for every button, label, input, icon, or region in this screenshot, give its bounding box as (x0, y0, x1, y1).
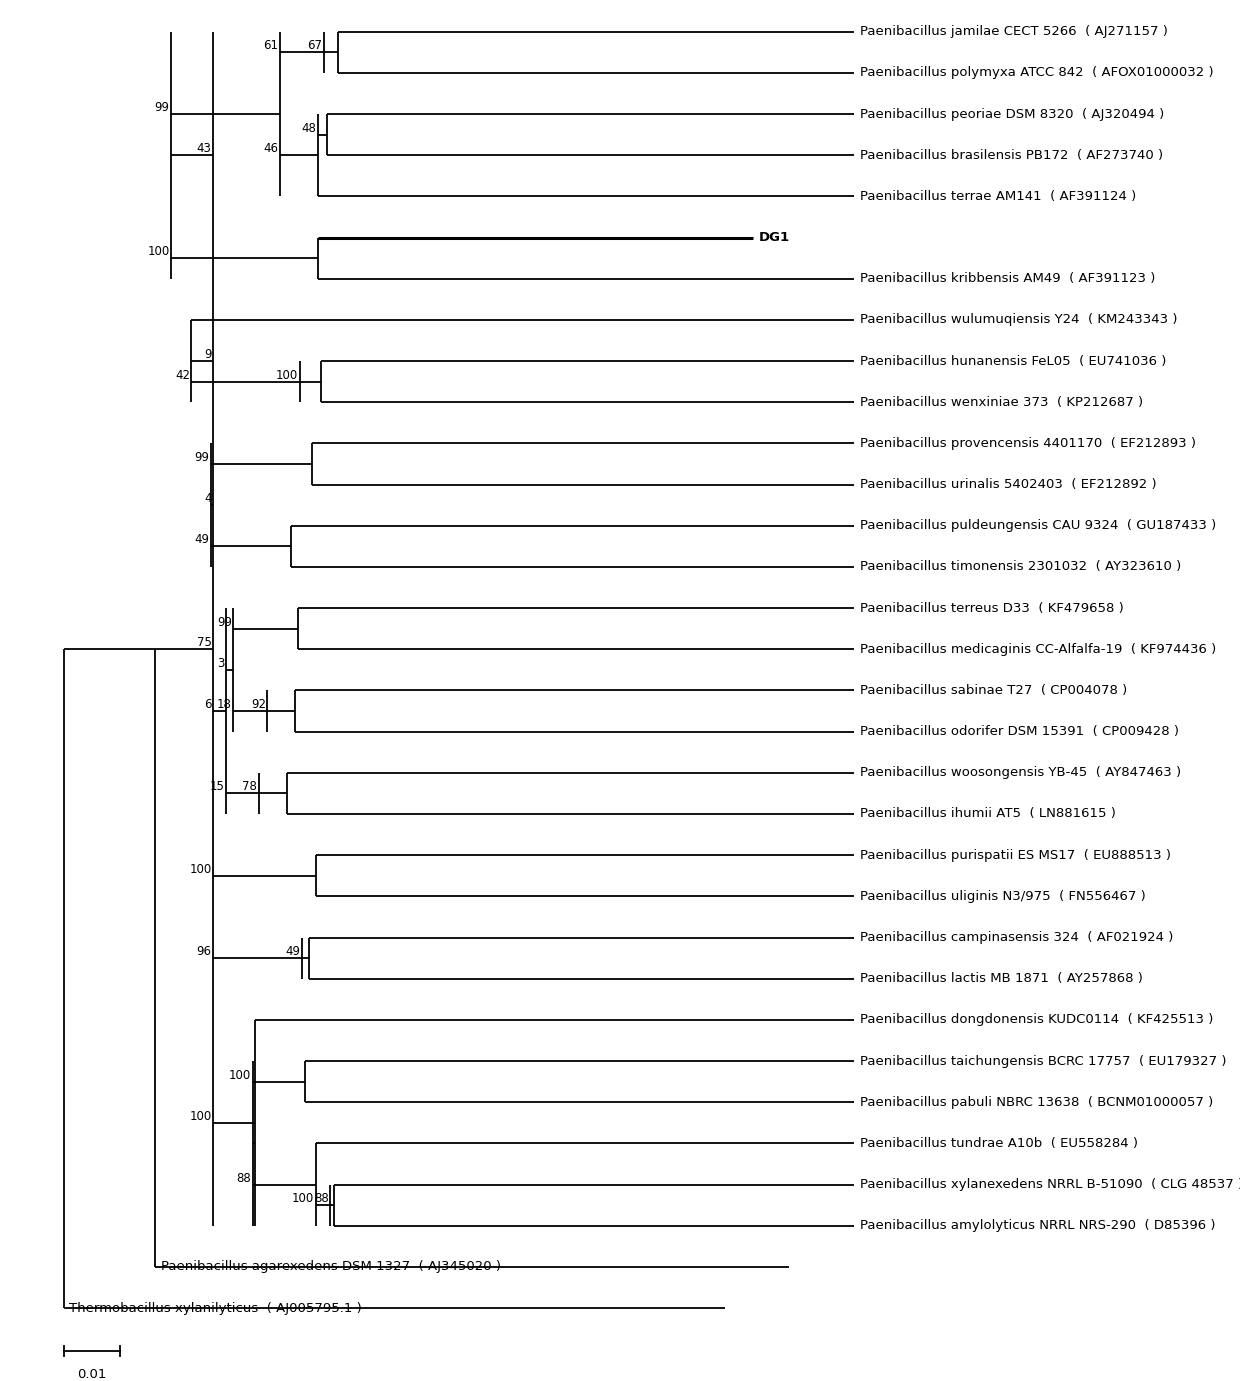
Text: 100: 100 (277, 369, 299, 381)
Text: Thermobacillus xylanilyticus  ( AJ005795.1 ): Thermobacillus xylanilyticus ( AJ005795.… (69, 1301, 362, 1315)
Text: Paenibacillus polymyxa ATCC 842  ( AFOX01000032 ): Paenibacillus polymyxa ATCC 842 ( AFOX01… (859, 66, 1213, 79)
Text: 9: 9 (205, 348, 212, 360)
Text: 99: 99 (195, 452, 210, 464)
Text: 99: 99 (217, 616, 232, 628)
Text: Paenibacillus ihumii AT5  ( LN881615 ): Paenibacillus ihumii AT5 ( LN881615 ) (859, 808, 1116, 820)
Text: Paenibacillus sabinae T27  ( CP004078 ): Paenibacillus sabinae T27 ( CP004078 ) (859, 684, 1127, 697)
Text: Paenibacillus wenxiniae 373  ( KP212687 ): Paenibacillus wenxiniae 373 ( KP212687 ) (859, 396, 1142, 409)
Text: Paenibacillus woosongensis YB-45  ( AY847463 ): Paenibacillus woosongensis YB-45 ( AY847… (859, 766, 1180, 779)
Text: 78: 78 (242, 780, 257, 794)
Text: Paenibacillus lactis MB 1871  ( AY257868 ): Paenibacillus lactis MB 1871 ( AY257868 … (859, 972, 1142, 985)
Text: 92: 92 (250, 697, 265, 711)
Text: 67: 67 (308, 39, 322, 52)
Text: 100: 100 (148, 244, 170, 258)
Text: 0.01: 0.01 (77, 1369, 107, 1381)
Text: 88: 88 (314, 1192, 329, 1206)
Text: 4: 4 (205, 492, 212, 505)
Text: 18: 18 (217, 697, 232, 711)
Text: Paenibacillus urinalis 5402403  ( EF212892 ): Paenibacillus urinalis 5402403 ( EF21289… (859, 478, 1156, 492)
Text: Paenibacillus odorifer DSM 15391  ( CP009428 ): Paenibacillus odorifer DSM 15391 ( CP009… (859, 725, 1178, 737)
Text: 49: 49 (195, 533, 210, 547)
Text: Paenibacillus uliginis N3/975  ( FN556467 ): Paenibacillus uliginis N3/975 ( FN556467… (859, 889, 1146, 903)
Text: 100: 100 (190, 1110, 212, 1123)
Text: 6: 6 (205, 697, 212, 711)
Text: 75: 75 (197, 637, 212, 649)
Text: Paenibacillus purispatii ES MS17  ( EU888513 ): Paenibacillus purispatii ES MS17 ( EU888… (859, 849, 1171, 862)
Text: 100: 100 (190, 863, 212, 876)
Text: Paenibacillus kribbensis AM49  ( AF391123 ): Paenibacillus kribbensis AM49 ( AF391123… (859, 272, 1154, 286)
Text: Paenibacillus pabuli NBRC 13638  ( BCNM01000057 ): Paenibacillus pabuli NBRC 13638 ( BCNM01… (859, 1095, 1213, 1109)
Text: Paenibacillus terrae AM141  ( AF391124 ): Paenibacillus terrae AM141 ( AF391124 ) (859, 189, 1136, 203)
Text: 99: 99 (155, 101, 170, 115)
Text: 100: 100 (291, 1192, 314, 1206)
Text: DG1: DG1 (759, 231, 790, 244)
Text: Paenibacillus medicaginis CC-Alfalfa-19  ( KF974436 ): Paenibacillus medicaginis CC-Alfalfa-19 … (859, 642, 1215, 656)
Text: 15: 15 (210, 780, 224, 794)
Text: Paenibacillus xylanexedens NRRL B-51090  ( CLG 48537 ): Paenibacillus xylanexedens NRRL B-51090 … (859, 1178, 1240, 1190)
Text: Paenibacillus jamilae CECT 5266  ( AJ271157 ): Paenibacillus jamilae CECT 5266 ( AJ2711… (859, 25, 1167, 39)
Text: Paenibacillus hunanensis FeL05  ( EU741036 ): Paenibacillus hunanensis FeL05 ( EU74103… (859, 355, 1166, 367)
Text: Paenibacillus terreus D33  ( KF479658 ): Paenibacillus terreus D33 ( KF479658 ) (859, 602, 1123, 615)
Text: 88: 88 (237, 1171, 252, 1185)
Text: 42: 42 (175, 369, 190, 381)
Text: 96: 96 (197, 945, 212, 958)
Text: 49: 49 (285, 945, 300, 958)
Text: 61: 61 (263, 39, 278, 52)
Text: 43: 43 (197, 142, 212, 155)
Text: Paenibacillus puldeungensis CAU 9324  ( GU187433 ): Paenibacillus puldeungensis CAU 9324 ( G… (859, 519, 1215, 532)
Text: Paenibacillus dongdonensis KUDC0114  ( KF425513 ): Paenibacillus dongdonensis KUDC0114 ( KF… (859, 1014, 1213, 1026)
Text: Paenibacillus taichungensis BCRC 17757  ( EU179327 ): Paenibacillus taichungensis BCRC 17757 (… (859, 1055, 1226, 1068)
Text: 46: 46 (263, 142, 278, 155)
Text: 3: 3 (217, 657, 224, 670)
Text: Paenibacillus agarexedens DSM 1327  ( AJ345020 ): Paenibacillus agarexedens DSM 1327 ( AJ3… (161, 1261, 501, 1273)
Text: 48: 48 (301, 122, 316, 134)
Text: Paenibacillus peoriae DSM 8320  ( AJ320494 ): Paenibacillus peoriae DSM 8320 ( AJ32049… (859, 108, 1164, 120)
Text: Paenibacillus campinasensis 324  ( AF021924 ): Paenibacillus campinasensis 324 ( AF0219… (859, 931, 1173, 945)
Text: Paenibacillus brasilensis PB172  ( AF273740 ): Paenibacillus brasilensis PB172 ( AF2737… (859, 149, 1163, 162)
Text: Paenibacillus provencensis 4401170  ( EF212893 ): Paenibacillus provencensis 4401170 ( EF2… (859, 436, 1195, 450)
Text: Paenibacillus timonensis 2301032  ( AY323610 ): Paenibacillus timonensis 2301032 ( AY323… (859, 561, 1180, 573)
Text: Paenibacillus wulumuqiensis Y24  ( KM243343 ): Paenibacillus wulumuqiensis Y24 ( KM2433… (859, 313, 1177, 326)
Text: Paenibacillus amylolyticus NRRL NRS-290  ( D85396 ): Paenibacillus amylolyticus NRRL NRS-290 … (859, 1219, 1215, 1232)
Text: Paenibacillus tundrae A10b  ( EU558284 ): Paenibacillus tundrae A10b ( EU558284 ) (859, 1137, 1137, 1150)
Text: 100: 100 (229, 1069, 252, 1081)
